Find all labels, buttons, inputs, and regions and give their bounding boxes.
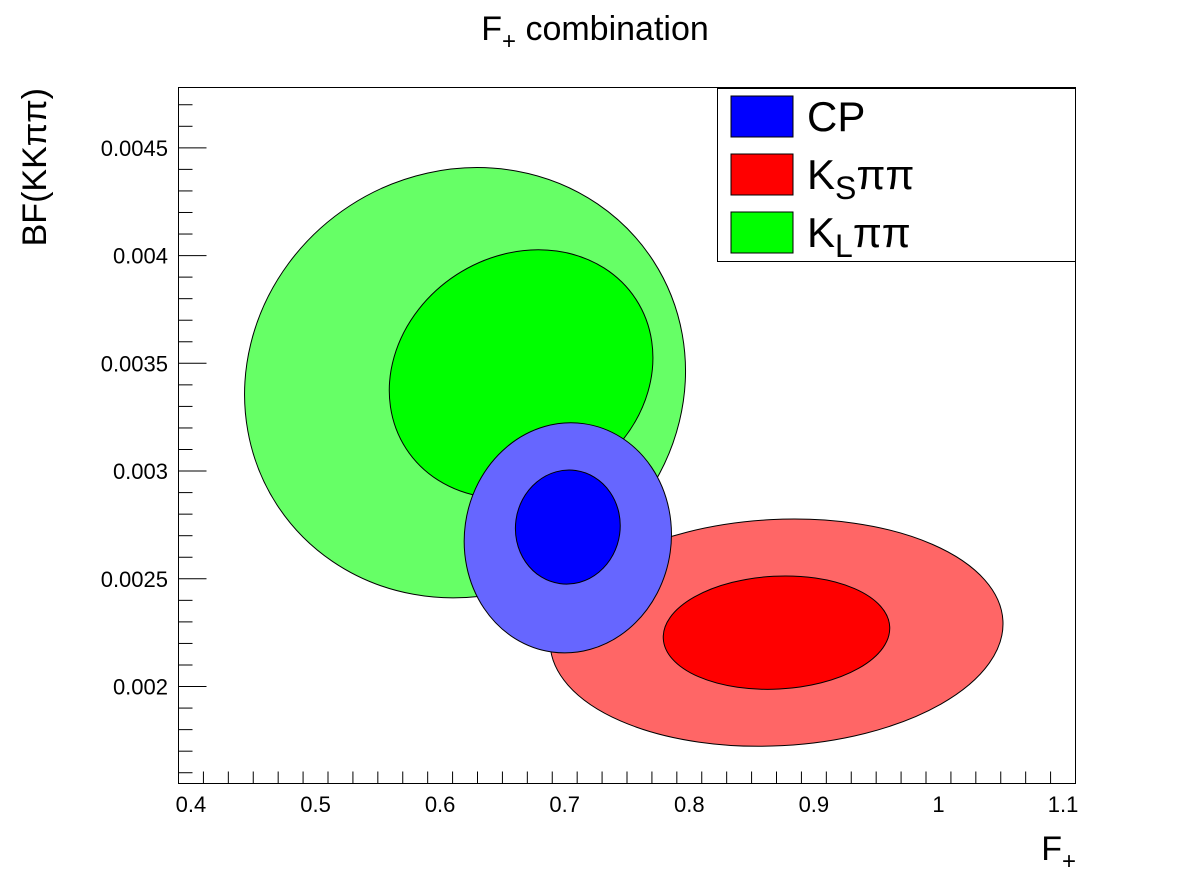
legend-label-cp: CP [807,93,865,140]
y-axis-title: BF(KKππ) [16,88,54,246]
legend-label-main: K [807,151,835,198]
x-tick-label: 0.6 [425,792,456,817]
plot-area [244,167,1004,747]
y-tick-label: 0.0035 [101,351,168,376]
contour-cp-inner [514,469,621,585]
y-tick-label: 0.004 [113,244,168,269]
x-tick-label: 1 [932,792,944,817]
chart-title-main: F [481,10,502,48]
legend-label-sub: L [835,228,853,264]
legend-label-kl: KLππ [807,209,911,264]
y-tick-label: 0.003 [113,459,168,484]
x-tick-label: 1.1 [1048,792,1079,817]
legend-swatch-kl [730,211,794,254]
x-tick-label: 0.9 [799,792,830,817]
legend-swatch-ks [730,153,794,196]
x-tick-label: 0.7 [549,792,580,817]
y-tick-label: 0.002 [113,675,168,700]
contour-ks-inner [662,575,891,690]
x-tick-label: 0.8 [674,792,705,817]
x-tick-label: 0.4 [176,792,207,817]
x-tick-label: 0.5 [300,792,331,817]
legend-label-ks: KSππ [807,151,914,206]
legend-swatch-cp [730,95,794,138]
y-tick-label: 0.0045 [101,136,168,161]
x-axis: 0.4 0.5 0.6 0.7 0.8 0.9 1 1.1 [176,771,1079,817]
chart-title: F+ combination [481,10,709,55]
legend-label-main: CP [807,93,865,140]
x-axis-title-main: F [1041,830,1062,868]
x-axis-title-sub: + [1062,848,1076,872]
chart-title-sub: + [502,28,516,55]
legend-label-sub: S [835,170,856,206]
legend-label-rest: ππ [853,209,911,256]
legend-label-rest: ππ [856,151,914,198]
legend-label-main: K [807,209,835,256]
y-axis: 0.002 0.0025 0.003 0.0035 0.004 0.0045 [101,104,207,774]
x-axis-title: F+ [1041,830,1076,872]
chart-title-rest: combination [516,10,709,48]
y-tick-label: 0.0025 [101,567,168,592]
